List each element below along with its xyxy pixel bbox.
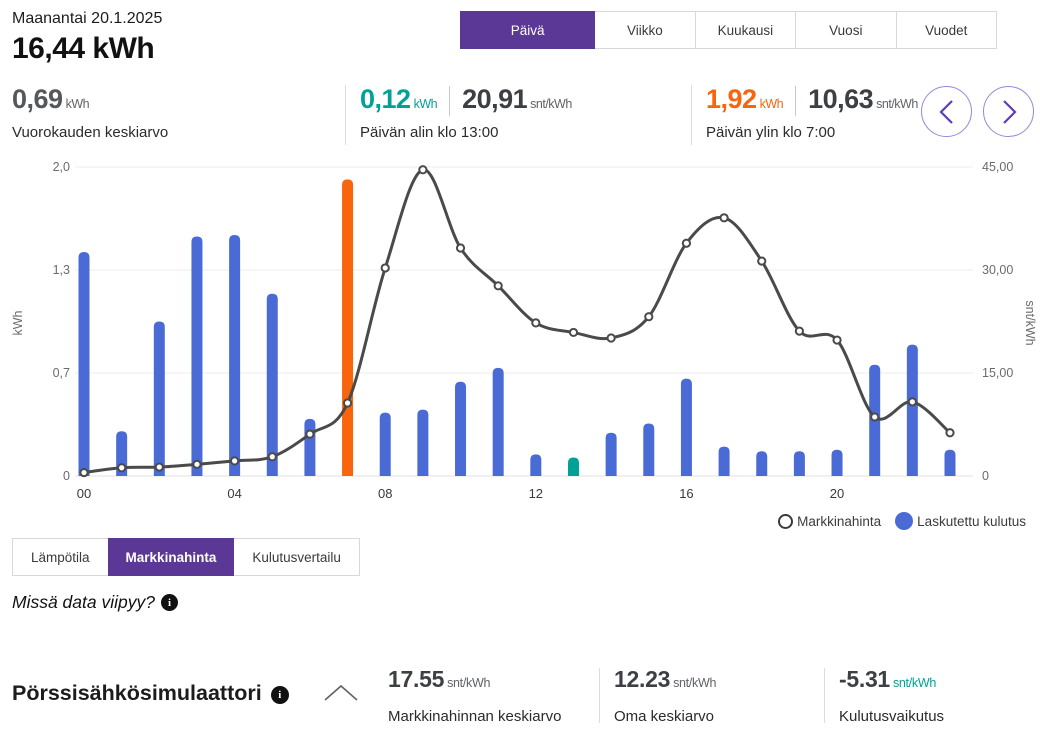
consumption-impact-value: -5.31	[839, 666, 890, 692]
svg-text:16: 16	[679, 486, 693, 501]
svg-text:08: 08	[378, 486, 392, 501]
stats-divider-1	[345, 85, 346, 145]
tab-kulutusvertailu[interactable]: Kulutusvertailu	[234, 539, 359, 575]
data-delay-link[interactable]: Missä data viipyy? i	[12, 592, 178, 613]
sim-stat-market-average: 17.55 snt/kWh Markkinahinnan keskiarvo	[388, 666, 561, 725]
own-average-value: 12.23	[614, 666, 671, 692]
max-price-unit: snt/kWh	[876, 97, 918, 111]
previous-day-button[interactable]	[921, 86, 972, 137]
average-label: Vuorokauden keskiarvo	[12, 124, 169, 141]
min-price-value: 20,91	[462, 84, 528, 114]
line-marker-icon	[778, 513, 794, 529]
selected-date: Maanantai 20.1.2025	[12, 10, 163, 27]
svg-text:kWh: kWh	[11, 310, 25, 335]
svg-text:04: 04	[227, 486, 241, 501]
chart-legend: Markkinahinta Laskutettu kulutus	[778, 512, 1026, 530]
chevron-left-icon	[938, 99, 953, 124]
min-price-unit: snt/kWh	[530, 97, 572, 111]
svg-text:1,3: 1,3	[53, 263, 70, 277]
own-average-unit: snt/kWh	[673, 676, 717, 690]
svg-text:20: 20	[830, 486, 844, 501]
overlay-tab-bar: Lämpötila Markkinahinta Kulutusvertailu	[12, 538, 360, 576]
max-price-value: 10,63	[808, 84, 874, 114]
svg-text:2,0: 2,0	[53, 160, 70, 174]
tab-lampotila[interactable]: Lämpötila	[13, 539, 109, 575]
max-pair-divider	[795, 86, 797, 116]
bar-marker-icon	[895, 512, 914, 530]
stat-day-min: 0,12 kWh 20,91 snt/kWh Päivän alin klo 13:…	[360, 84, 572, 141]
sim-divider-2	[824, 668, 825, 723]
consumption-impact-label: Kulutusvaikutus	[839, 708, 945, 725]
min-kwh-value: 0,12	[360, 84, 411, 114]
market-average-label: Markkinahinnan keskiarvo	[388, 708, 562, 725]
tab-markkinahinta[interactable]: Markkinahinta	[107, 538, 236, 576]
svg-text:0,7: 0,7	[53, 366, 70, 380]
tab-vuodet[interactable]: Vuodet	[896, 12, 996, 48]
legend-billed-consumption: Laskutettu kulutus	[895, 512, 1026, 530]
stats-divider-2	[691, 85, 692, 145]
average-unit: kWh	[65, 97, 90, 111]
tab-vuosi[interactable]: Vuosi	[796, 12, 897, 48]
svg-text:12: 12	[529, 486, 543, 501]
svg-text:00: 00	[77, 486, 91, 501]
stat-daily-average: 0,69 kWh Vuorokauden keskiarvo	[12, 84, 168, 141]
sim-stat-own-average: 12.23 snt/kWh Oma keskiarvo	[614, 666, 717, 725]
average-value: 0,69	[12, 84, 63, 114]
svg-text:0: 0	[63, 469, 70, 483]
max-label: Päivän ylin klo 7:00	[706, 124, 836, 141]
svg-text:0: 0	[982, 469, 989, 483]
sim-stat-consumption-impact: -5.31 snt/kWh Kulutusvaikutus	[839, 666, 944, 725]
info-icon[interactable]: i	[160, 594, 178, 611]
stat-day-max: 1,92 kWh 10,63 snt/kWh Päivän ylin klo 7:0…	[706, 84, 918, 141]
chevron-right-icon	[1002, 99, 1017, 124]
own-average-label: Oma keskiarvo	[614, 708, 715, 725]
svg-text:snt/kWh: snt/kWh	[1023, 300, 1037, 345]
simulator-info-icon[interactable]: i	[270, 685, 289, 704]
simulator-title: Pörssisähkösimulaattori i	[12, 681, 289, 706]
market-average-unit: snt/kWh	[447, 676, 491, 690]
legend-billed-consumption-label: Laskutettu kulutus	[917, 513, 1026, 529]
period-tab-bar: Päivä Viikko Kuukausi Vuosi Vuodet	[460, 11, 997, 49]
tab-paiva[interactable]: Päivä	[460, 11, 597, 49]
svg-text:45,00: 45,00	[982, 160, 1013, 174]
collapse-chevron-up-icon[interactable]	[323, 684, 359, 702]
market-average-value: 17.55	[388, 666, 445, 692]
max-kwh-value: 1,92	[706, 84, 757, 114]
daily-total-kwh: 16,44 kWh	[12, 32, 155, 65]
simulator-title-text: Pörssisähkösimulaattori	[12, 681, 262, 705]
sim-divider-1	[599, 668, 600, 723]
min-pair-divider	[449, 86, 451, 116]
svg-text:30,00: 30,00	[982, 263, 1013, 277]
min-kwh-unit: kWh	[413, 97, 438, 111]
min-label: Päivän alin klo 13:00	[360, 124, 499, 141]
legend-market-price: Markkinahinta	[778, 513, 882, 529]
max-kwh-unit: kWh	[759, 97, 784, 111]
consumption-impact-unit: snt/kWh	[892, 676, 936, 690]
tab-kuukausi[interactable]: Kuukausi	[695, 12, 797, 48]
svg-text:15,00: 15,00	[982, 366, 1013, 380]
tab-viikko[interactable]: Viikko	[595, 12, 696, 48]
data-delay-text: Missä data viipyy?	[12, 592, 155, 612]
legend-market-price-label: Markkinahinta	[797, 513, 882, 529]
next-day-button[interactable]	[983, 86, 1034, 137]
